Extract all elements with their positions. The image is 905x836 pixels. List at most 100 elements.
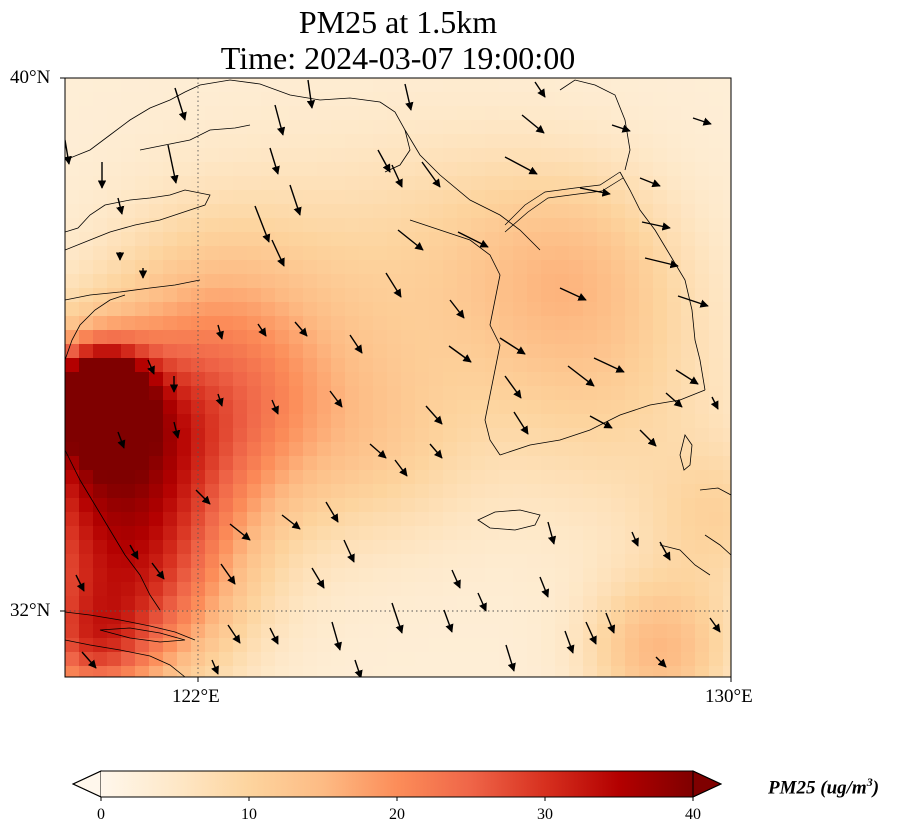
pm25-cell — [275, 610, 290, 625]
pm25-cell — [135, 246, 150, 261]
pm25-cell — [345, 302, 360, 317]
pm25-cell — [653, 344, 668, 359]
pm25-cell — [275, 316, 290, 331]
pm25-cell — [359, 78, 374, 93]
pm25-cell — [331, 610, 346, 625]
pm25-cell — [597, 316, 612, 331]
pm25-cell — [597, 120, 612, 135]
axis-ticks — [60, 77, 732, 682]
pm25-cell — [723, 302, 731, 317]
pm25-cell — [667, 652, 682, 667]
pm25-cell — [625, 610, 640, 625]
pm25-cell — [415, 442, 430, 457]
pm25-cell — [653, 596, 668, 611]
pm25-cell — [597, 568, 612, 583]
pm25-cell — [373, 596, 388, 611]
pm25-cell — [583, 638, 598, 653]
pm25-cell — [135, 456, 150, 471]
pm25-cell — [121, 232, 136, 247]
pm25-cell — [667, 218, 682, 233]
pm25-cell — [373, 120, 388, 135]
pm25-cell — [275, 190, 290, 205]
pm25-cell — [219, 344, 234, 359]
pm25-cell — [289, 386, 304, 401]
pm25-cell — [219, 260, 234, 275]
pm25-cell — [65, 204, 80, 219]
pm25-cell — [667, 106, 682, 121]
coastline-kyushu — [659, 487, 731, 576]
pm25-cell — [541, 176, 556, 191]
pm25-cell — [695, 78, 710, 93]
pm25-cell — [541, 302, 556, 317]
pm25-cell — [443, 470, 458, 485]
pm25-cell — [149, 218, 164, 233]
pm25-cell — [597, 652, 612, 667]
pm25-cell — [177, 260, 192, 275]
pm25-cell — [331, 428, 346, 443]
pm25-cell — [135, 526, 150, 541]
pm25-cell — [275, 568, 290, 583]
pm25-cell — [485, 610, 500, 625]
colorbar-extend-min — [71, 770, 102, 798]
pm25-cell — [429, 484, 444, 499]
pm25-cell — [499, 344, 514, 359]
pm25-cell — [79, 428, 94, 443]
pm25-cell — [443, 92, 458, 107]
pm25-cell — [135, 232, 150, 247]
pm25-cell — [387, 456, 402, 471]
pm25-cell — [247, 190, 262, 205]
pm25-cell — [359, 484, 374, 499]
pm25-cell — [331, 386, 346, 401]
pm25-cell — [135, 610, 150, 625]
pm25-cell — [401, 568, 416, 583]
pm25-cell — [513, 274, 528, 289]
pm25-cell — [681, 162, 696, 177]
pm25-cell — [611, 190, 626, 205]
pm25-cell — [177, 652, 192, 667]
pm25-cell — [233, 316, 248, 331]
pm25-cell — [541, 498, 556, 513]
pm25-cell — [625, 470, 640, 485]
pm25-cell — [415, 638, 430, 653]
pm25-cell — [135, 204, 150, 219]
pm25-cell — [709, 218, 724, 233]
pm25-cell — [107, 316, 122, 331]
pm25-cell — [639, 414, 654, 429]
pm25-cell — [443, 288, 458, 303]
pm25-cell — [429, 106, 444, 121]
pm25-cell — [527, 288, 542, 303]
pm25-cell — [695, 316, 710, 331]
wind-arrow — [477, 592, 487, 612]
pm25-cell — [457, 498, 472, 513]
pm25-cell — [653, 638, 668, 653]
pm25-cell — [625, 498, 640, 513]
pm25-cell — [289, 498, 304, 513]
pm25-cell — [373, 610, 388, 625]
pm25-cell — [331, 302, 346, 317]
pm25-cell — [247, 568, 262, 583]
pm25-cell — [331, 582, 346, 597]
pm25-cell — [723, 344, 731, 359]
pm25-cell — [611, 512, 626, 527]
pm25-cell — [93, 526, 108, 541]
pm25-cell — [541, 554, 556, 569]
pm25-cell — [485, 526, 500, 541]
pm25-cell — [583, 344, 598, 359]
pm25-cell — [163, 232, 178, 247]
pm25-cell — [233, 330, 248, 345]
pm25-cell — [107, 414, 122, 429]
pm25-cell — [205, 568, 220, 583]
pm25-cell — [261, 92, 276, 107]
pm25-cell — [149, 330, 164, 345]
pm25-cell — [233, 386, 248, 401]
pm25-cell — [233, 106, 248, 121]
pm25-cell — [261, 176, 276, 191]
pm25-cell — [415, 302, 430, 317]
pm25-cell — [555, 316, 570, 331]
coastline-shandong — [65, 189, 211, 251]
lat-label-32: 32°N — [10, 600, 51, 621]
pm25-cell — [597, 596, 612, 611]
pm25-cell — [485, 148, 500, 163]
pm25-cell — [79, 204, 94, 219]
pm25-cell — [317, 554, 332, 569]
